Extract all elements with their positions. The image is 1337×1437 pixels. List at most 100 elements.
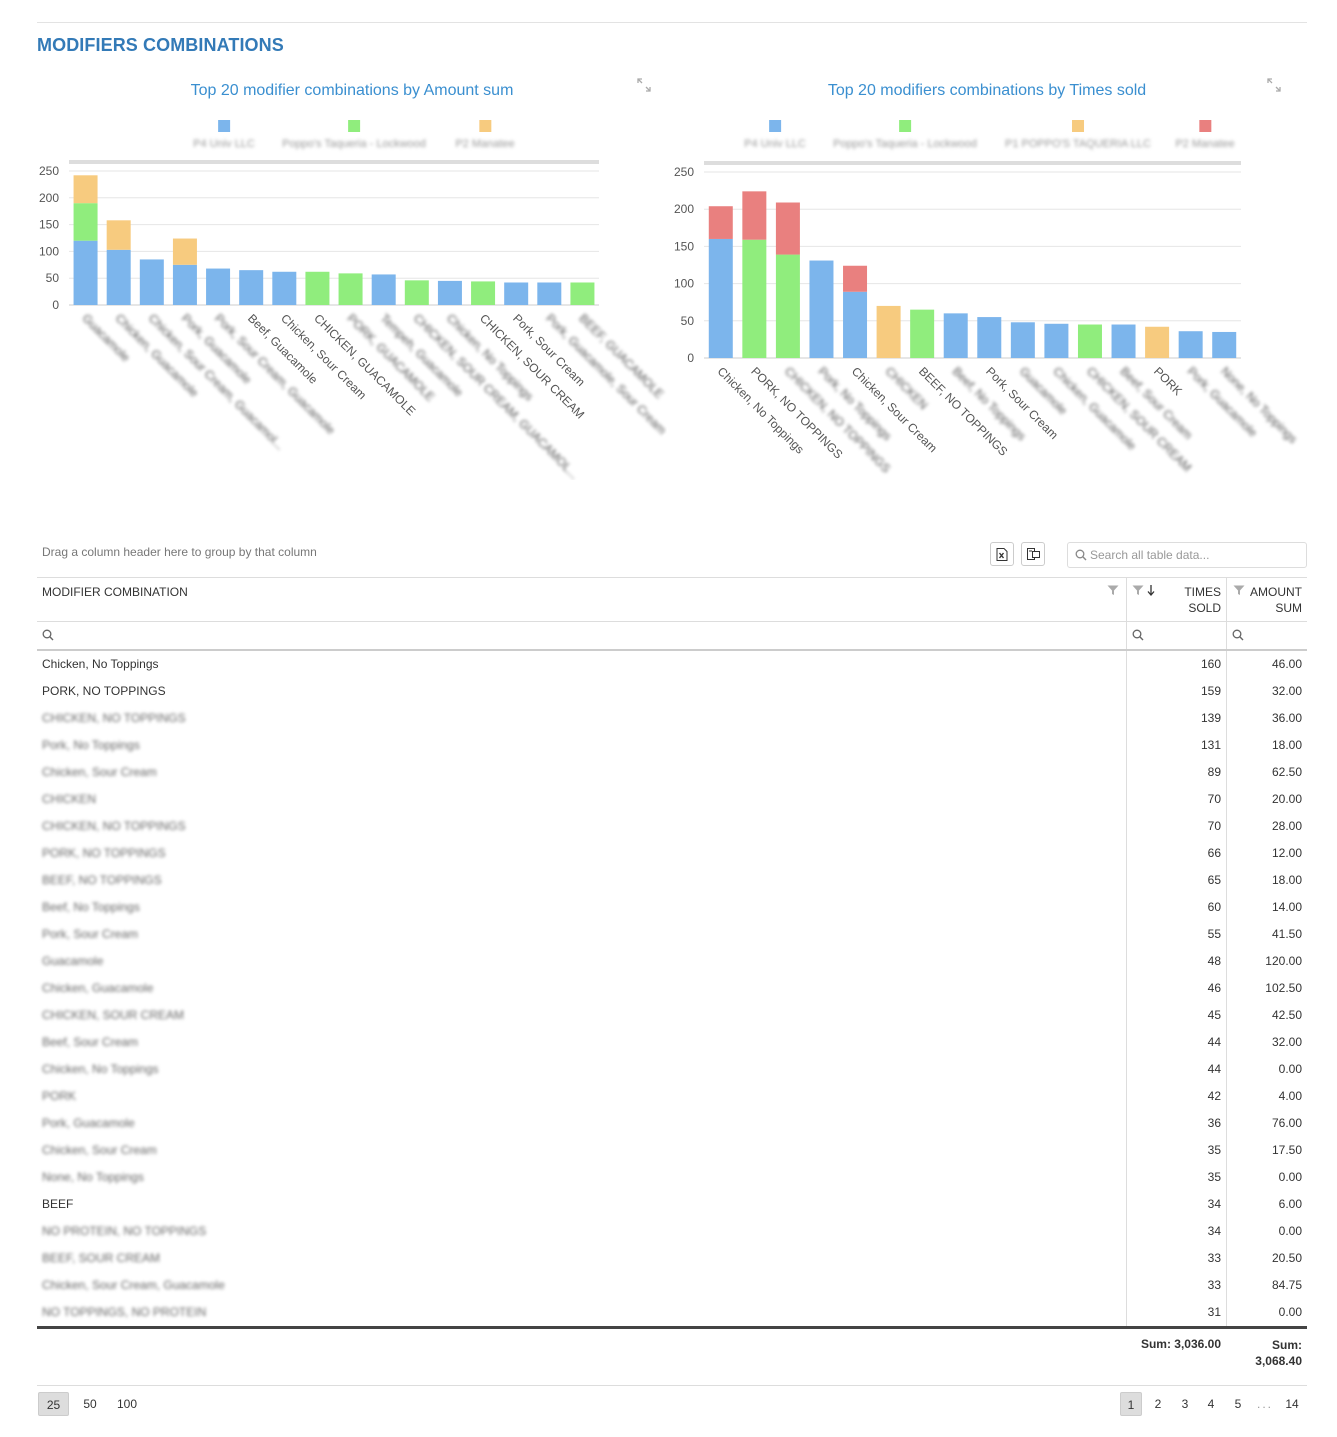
bar-segment[interactable] [843, 291, 868, 358]
page-size-100[interactable]: 100 [116, 1397, 138, 1411]
table-row[interactable]: CHICKEN, NO TOPPINGS 139 36.00 [37, 705, 1307, 732]
bar-segment[interactable] [708, 238, 733, 358]
table-row[interactable]: NO PROTEIN, NO TOPPINGS 34 0.00 [37, 1218, 1307, 1245]
bar-segment[interactable] [172, 238, 197, 265]
export-excel-button[interactable] [990, 542, 1014, 566]
bar-segment[interactable] [537, 282, 562, 305]
bar-segment[interactable] [742, 239, 767, 358]
table-row[interactable]: Beef, No Toppings 60 14.00 [37, 894, 1307, 921]
page-1[interactable]: 1 [1120, 1392, 1142, 1416]
filter-icon[interactable] [1233, 585, 1245, 596]
legend-item[interactable]: Poppo's Taqueria - Lockwood [282, 120, 426, 150]
table-row[interactable]: None, No Toppings 35 0.00 [37, 1164, 1307, 1191]
bar-segment[interactable] [106, 249, 131, 305]
bar-segment[interactable] [742, 191, 767, 240]
bar-segment[interactable] [73, 240, 98, 305]
bar-segment[interactable] [338, 273, 363, 305]
column-header-times-sold[interactable]: TIMES SOLD [1126, 578, 1226, 621]
group-panel[interactable]: Drag a column header here to group by th… [42, 545, 317, 559]
amount-sum-filter-cell[interactable] [1226, 622, 1307, 649]
table-row[interactable]: CHICKEN 70 20.00 [37, 786, 1307, 813]
table-row[interactable]: PORK, NO TOPPINGS 66 12.00 [37, 840, 1307, 867]
table-row[interactable]: Chicken, Guacamole 46 102.50 [37, 975, 1307, 1002]
table-row[interactable]: BEEF 34 6.00 [37, 1191, 1307, 1218]
page-5[interactable]: 5 [1234, 1397, 1242, 1411]
bar-segment[interactable] [272, 271, 297, 305]
page-3[interactable]: 3 [1181, 1397, 1189, 1411]
table-row[interactable]: PORK 42 4.00 [37, 1083, 1307, 1110]
column-header-label: SUM [1275, 601, 1302, 615]
sort-desc-icon[interactable] [1147, 585, 1155, 596]
legend-item[interactable]: Poppo's Taqueria - Lockwood [833, 120, 977, 150]
bar-segment[interactable] [570, 282, 595, 305]
bar-segment[interactable] [504, 282, 529, 305]
legend-item[interactable]: P4 Univ LLC [744, 120, 806, 150]
bar-segment[interactable] [943, 313, 968, 358]
page-4[interactable]: 4 [1207, 1397, 1215, 1411]
bar-segment[interactable] [1010, 322, 1035, 358]
table-search-input[interactable] [1090, 546, 1300, 564]
table-row[interactable]: Chicken, Sour Cream 89 62.50 [37, 759, 1307, 786]
bar-segment[interactable] [977, 317, 1002, 358]
table-row[interactable]: CHICKEN, SOUR CREAM 45 42.50 [37, 1002, 1307, 1029]
bar-segment[interactable] [404, 280, 429, 305]
column-header-modifier[interactable]: MODIFIER COMBINATION [37, 578, 1126, 621]
modifier-filter-cell[interactable] [37, 622, 1126, 649]
table-row[interactable]: BEEF, NO TOPPINGS 65 18.00 [37, 867, 1307, 894]
bar-segment[interactable] [775, 254, 800, 358]
bar-segment[interactable] [73, 203, 98, 241]
bar-segment[interactable] [1145, 326, 1170, 358]
table-row[interactable]: Guacamole 48 120.00 [37, 948, 1307, 975]
table-row[interactable]: CHICKEN, NO TOPPINGS 70 28.00 [37, 813, 1307, 840]
bar-segment[interactable] [910, 309, 935, 358]
table-row[interactable]: Pork, Guacamole 36 76.00 [37, 1110, 1307, 1137]
legend-item[interactable]: P4 Univ LLC [193, 120, 255, 150]
expand-icon[interactable] [637, 78, 651, 92]
table-row[interactable]: BEEF, SOUR CREAM 33 20.50 [37, 1245, 1307, 1272]
page-2[interactable]: 2 [1154, 1397, 1162, 1411]
page-14[interactable]: 14 [1285, 1397, 1299, 1411]
table-row[interactable]: Chicken, Sour Cream, Guacamole 33 84.75 [37, 1272, 1307, 1299]
bar-segment[interactable] [876, 305, 901, 358]
bar-segment[interactable] [139, 259, 164, 305]
bar-segment[interactable] [708, 206, 733, 239]
page-size-50[interactable]: 50 [83, 1397, 97, 1411]
bar-segment[interactable] [471, 281, 496, 305]
bar-segment[interactable] [1077, 324, 1102, 358]
table-row[interactable]: Chicken, No Toppings 160 46.00 [37, 651, 1307, 678]
filter-icon[interactable] [1132, 585, 1144, 596]
bar-segment[interactable] [1212, 331, 1237, 358]
bar-segment[interactable] [843, 265, 868, 292]
table-row[interactable]: Pork, No Toppings 131 18.00 [37, 732, 1307, 759]
bar-segment[interactable] [775, 202, 800, 255]
bar-segment[interactable] [73, 175, 98, 204]
legend-item[interactable]: P2 Manatee [455, 120, 515, 150]
table-row[interactable]: Chicken, No Toppings 44 0.00 [37, 1056, 1307, 1083]
table-row[interactable]: PORK, NO TOPPINGS 159 32.00 [37, 678, 1307, 705]
table-row[interactable]: Beef, Sour Cream 44 32.00 [37, 1029, 1307, 1056]
bar-segment[interactable] [172, 264, 197, 305]
bar-segment[interactable] [305, 271, 330, 305]
table-row[interactable]: Pork, Sour Cream 55 41.50 [37, 921, 1307, 948]
modifier-combination-cell: Chicken, Sour Cream [42, 1143, 157, 1157]
bar-segment[interactable] [809, 260, 834, 358]
bar-segment[interactable] [106, 220, 131, 250]
table-row[interactable]: NO TOPPINGS, NO PROTEIN 31 0.00 [37, 1299, 1307, 1326]
bar-segment[interactable] [371, 274, 396, 305]
legend-item[interactable]: P1 POPPO'S TAQUERIA LLC [1005, 120, 1151, 150]
bar-segment[interactable] [239, 270, 264, 305]
column-chooser-button[interactable] [1021, 542, 1045, 566]
page-size-25[interactable]: 25 [38, 1392, 69, 1416]
expand-icon[interactable] [1267, 78, 1281, 92]
legend-item[interactable]: P2 Manatee [1175, 120, 1235, 150]
bar-segment[interactable] [1111, 324, 1136, 358]
bar-segment[interactable] [1178, 331, 1203, 358]
times-sold-filter-cell[interactable] [1126, 622, 1226, 649]
bar-segment[interactable] [206, 268, 231, 305]
filter-icon[interactable] [1107, 585, 1119, 596]
legend-label: P1 POPPO'S TAQUERIA LLC [1005, 138, 1151, 150]
column-header-amount-sum[interactable]: AMOUNT SUM [1226, 578, 1307, 621]
bar-segment[interactable] [1044, 323, 1069, 358]
table-row[interactable]: Chicken, Sour Cream 35 17.50 [37, 1137, 1307, 1164]
bar-segment[interactable] [437, 280, 462, 305]
